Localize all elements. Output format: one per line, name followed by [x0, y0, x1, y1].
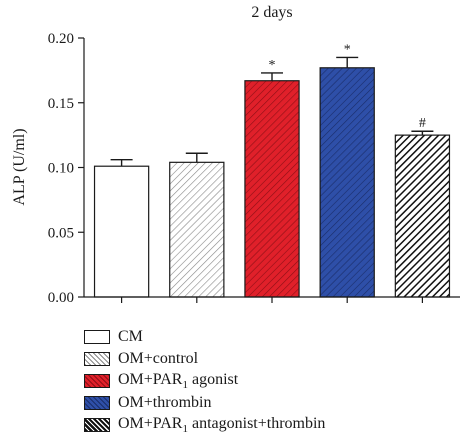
- legend: CM OM+control OM+PAR1 agonist OM+thrombin OM…: [84, 326, 325, 436]
- legend-item: OM+thrombin: [84, 392, 325, 414]
- legend-item: OM+PAR1 antagonist+thrombin: [84, 414, 325, 436]
- significance-mark: *: [344, 42, 351, 57]
- legend-swatch: [84, 330, 110, 344]
- y-tick-label: 0.10: [48, 161, 74, 177]
- y-tick-label: 0.20: [48, 31, 74, 47]
- legend-item: OM+control: [84, 348, 325, 370]
- legend-swatch: [84, 374, 110, 388]
- legend-label: OM+PAR1 agonist: [118, 370, 239, 392]
- bar: [319, 67, 375, 298]
- legend-label: OM+thrombin: [118, 394, 212, 411]
- bar: [93, 165, 150, 298]
- y-tick-label: 0.15: [48, 96, 74, 112]
- legend-item: CM: [84, 326, 325, 348]
- legend-swatch: [84, 418, 110, 432]
- legend-swatch: [84, 352, 110, 366]
- y-tick-label: 0.00: [48, 290, 74, 306]
- bar: [169, 161, 225, 298]
- legend-label: CM: [118, 328, 143, 345]
- bar: [244, 80, 300, 298]
- legend-swatch: [84, 396, 110, 410]
- legend-item: OM+PAR1 agonist: [84, 370, 325, 392]
- legend-label: OM+control: [118, 350, 199, 367]
- legend-label: OM+PAR1 antagonist+thrombin: [118, 414, 326, 436]
- y-tick-label: 0.05: [48, 225, 74, 241]
- alp-bar-chart: 2 days ALP (U/ml) 0.00 0.05 0.10 0.15 0.20 *…: [11, 4, 460, 306]
- significance-mark: *: [269, 58, 276, 73]
- y-axis-label: ALP (U/ml): [11, 128, 28, 205]
- significance-mark: #: [419, 116, 426, 131]
- bar: [394, 134, 451, 298]
- chart-title: 2 days: [251, 4, 292, 21]
